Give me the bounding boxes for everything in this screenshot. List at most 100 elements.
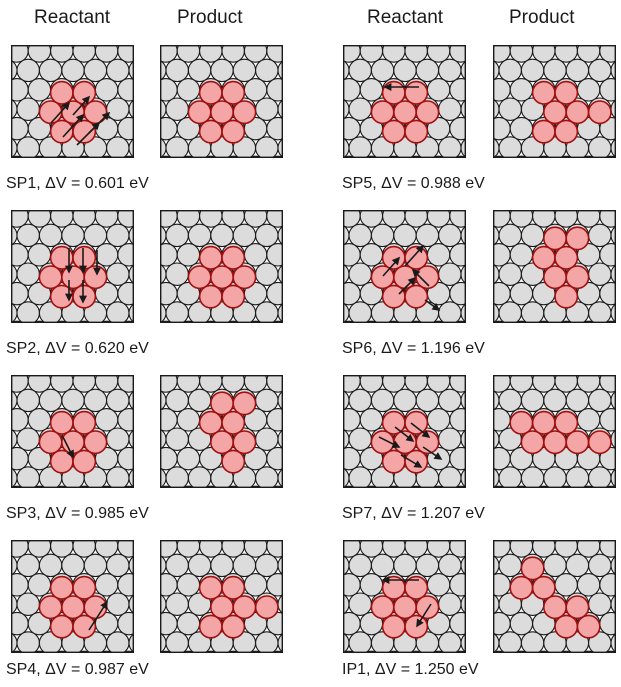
lattice-panel-6	[160, 375, 283, 488]
adatom	[221, 410, 246, 435]
substrate-atom	[232, 58, 257, 83]
adatom	[221, 80, 246, 105]
caption-label: SP4	[6, 661, 37, 678]
adatom	[531, 410, 556, 435]
adatom	[232, 391, 257, 416]
substrate-atom	[493, 243, 511, 267]
lattice-panel-14	[493, 375, 616, 488]
substrate-atom	[393, 388, 417, 413]
substrate-atom	[266, 243, 283, 267]
substrate-atom	[493, 611, 511, 636]
lattice-panel-1	[11, 45, 134, 158]
substrate-atom	[393, 553, 417, 578]
substrate-atom	[117, 45, 134, 63]
substrate-atom	[266, 540, 283, 558]
adatom	[381, 245, 406, 270]
substrate-atom	[255, 631, 279, 653]
displacement-arrow	[382, 256, 401, 277]
substrate-atom	[16, 553, 40, 578]
substrate-atom	[599, 78, 616, 102]
substrate-atom	[255, 136, 279, 158]
substrate-atom	[243, 573, 268, 597]
substrate-atom	[38, 553, 63, 578]
adatom	[565, 226, 590, 251]
displacement-arrow	[411, 268, 430, 287]
caption-sp4: SP4, ΔV = 0.987 eV	[6, 661, 149, 678]
lattice-panel-2	[160, 45, 283, 158]
adatom	[187, 265, 212, 290]
substrate-atom	[165, 301, 189, 323]
substrate-atom	[16, 427, 40, 451]
substrate-atom	[449, 611, 466, 636]
substrate-atom	[348, 388, 372, 413]
substrate-atom	[498, 97, 522, 121]
substrate-atom	[370, 388, 395, 413]
adatom	[381, 614, 406, 639]
substrate-atom	[255, 97, 279, 121]
substrate-atom	[426, 78, 451, 102]
substrate-atom	[266, 408, 283, 432]
displacement-arrow	[398, 276, 417, 295]
caption-label: SP2	[6, 340, 37, 357]
substrate-atom	[16, 631, 40, 653]
adatom	[381, 410, 406, 435]
caption-label: SP5	[342, 175, 373, 192]
substrate-atom	[165, 223, 189, 248]
adatom	[198, 575, 223, 600]
caption-energy: ΔV = 0.988 eV	[381, 175, 485, 192]
substrate-atom	[509, 243, 534, 267]
adatom	[72, 245, 97, 270]
substrate-atom	[415, 58, 440, 83]
substrate-atom	[509, 281, 534, 306]
lattice-panel-13	[343, 375, 466, 488]
substrate-atom	[106, 262, 130, 286]
panel-frame	[160, 375, 283, 488]
substrate-atom	[165, 592, 189, 616]
substrate-atom	[588, 466, 612, 488]
adatom	[60, 595, 85, 620]
adatom	[221, 614, 246, 639]
lattice-panel-16	[493, 540, 616, 653]
caption-sp3: SP3, ΔV = 0.985 eV	[6, 505, 149, 522]
substrate-atom	[117, 408, 134, 432]
substrate-atom	[94, 573, 119, 597]
substrate-atom	[576, 408, 601, 432]
substrate-atom	[348, 136, 372, 158]
substrate-atom	[27, 243, 52, 267]
substrate-atom	[509, 116, 534, 141]
caption-energy: ΔV = 0.987 eV	[45, 661, 149, 678]
substrate-atom	[599, 375, 616, 393]
substrate-atom	[117, 210, 134, 228]
adatom	[392, 265, 417, 290]
substrate-atom	[117, 281, 134, 306]
adatom	[198, 410, 223, 435]
substrate-atom	[27, 408, 52, 432]
adatom	[49, 410, 74, 435]
header-reactant-left: Reactant	[34, 7, 111, 28]
adatom	[531, 80, 556, 105]
substrate-atom	[11, 116, 29, 141]
substrate-atom	[176, 446, 201, 471]
substrate-atom	[438, 136, 462, 158]
adatom	[404, 449, 429, 474]
substrate-atom	[498, 388, 522, 413]
caption-label: SP7	[342, 505, 373, 522]
substrate-atom	[117, 573, 134, 597]
substrate-atom	[11, 446, 29, 471]
substrate-atom	[61, 223, 85, 248]
adatom	[531, 575, 556, 600]
substrate-atom	[160, 446, 178, 471]
displacement-arrow	[50, 101, 71, 124]
substrate-atom	[165, 553, 189, 578]
substrate-atom	[266, 281, 283, 306]
substrate-atom	[588, 223, 612, 248]
substrate-atom	[438, 301, 462, 323]
substrate-atom	[520, 301, 545, 323]
substrate-atom	[348, 301, 372, 323]
adatom	[381, 449, 406, 474]
substrate-atom	[16, 58, 40, 83]
adatom	[520, 556, 545, 581]
substrate-atom	[438, 427, 462, 451]
substrate-atom	[449, 210, 466, 228]
panel-frame	[160, 210, 283, 323]
